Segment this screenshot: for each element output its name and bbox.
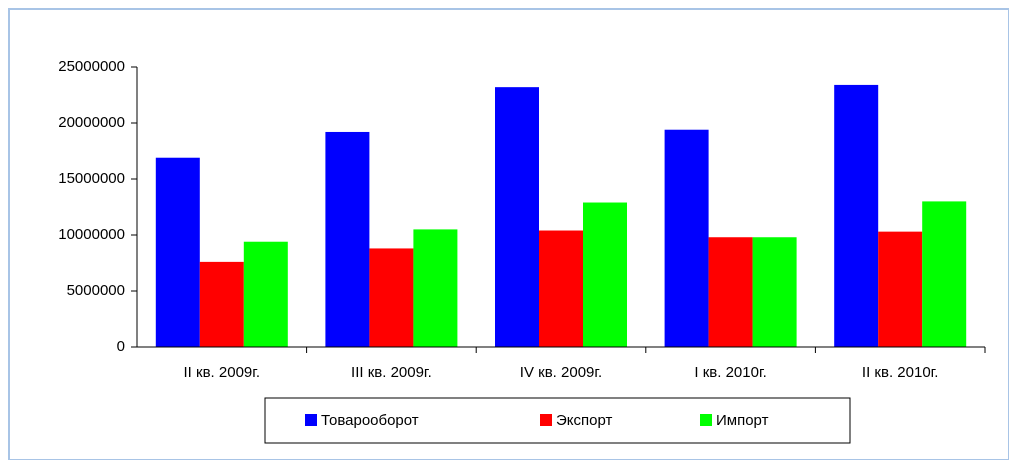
- x-tick-label: II кв. 2009г.: [184, 364, 261, 381]
- bar: [495, 87, 539, 347]
- legend-label: Товарооборот: [321, 412, 419, 429]
- bar: [155, 157, 200, 347]
- legend-label: Экспорт: [556, 412, 612, 429]
- x-tick-label: III кв. 2009г.: [351, 364, 432, 381]
- bar: [539, 230, 583, 347]
- bar: [752, 237, 797, 347]
- y-tick-label: 5000000: [67, 282, 125, 299]
- legend-box: [264, 397, 851, 444]
- y-tick-label: 10000000: [58, 226, 125, 243]
- bar: [664, 129, 709, 347]
- legend-label: Импорт: [716, 412, 769, 429]
- bar: [413, 229, 458, 347]
- y-tick-label: 15000000: [58, 170, 125, 187]
- y-tick-label: 25000000: [58, 58, 125, 75]
- legend-swatch: [305, 414, 317, 426]
- bar: [243, 241, 288, 347]
- bar: [708, 237, 753, 347]
- bar: [325, 131, 370, 347]
- bar: [878, 231, 923, 347]
- bar: [922, 201, 967, 347]
- bar: [583, 202, 627, 347]
- bar: [834, 84, 879, 348]
- y-tick-label: 0: [117, 338, 125, 355]
- legend-swatch: [540, 414, 552, 426]
- y-tick-label: 20000000: [58, 114, 125, 131]
- bar: [369, 248, 414, 347]
- x-tick-label: IV кв. 2009г.: [520, 364, 602, 381]
- legend-swatch: [700, 414, 712, 426]
- x-tick-label: II кв. 2010г.: [862, 364, 939, 381]
- x-tick-label: I кв. 2010г.: [694, 364, 766, 381]
- bar: [199, 261, 244, 347]
